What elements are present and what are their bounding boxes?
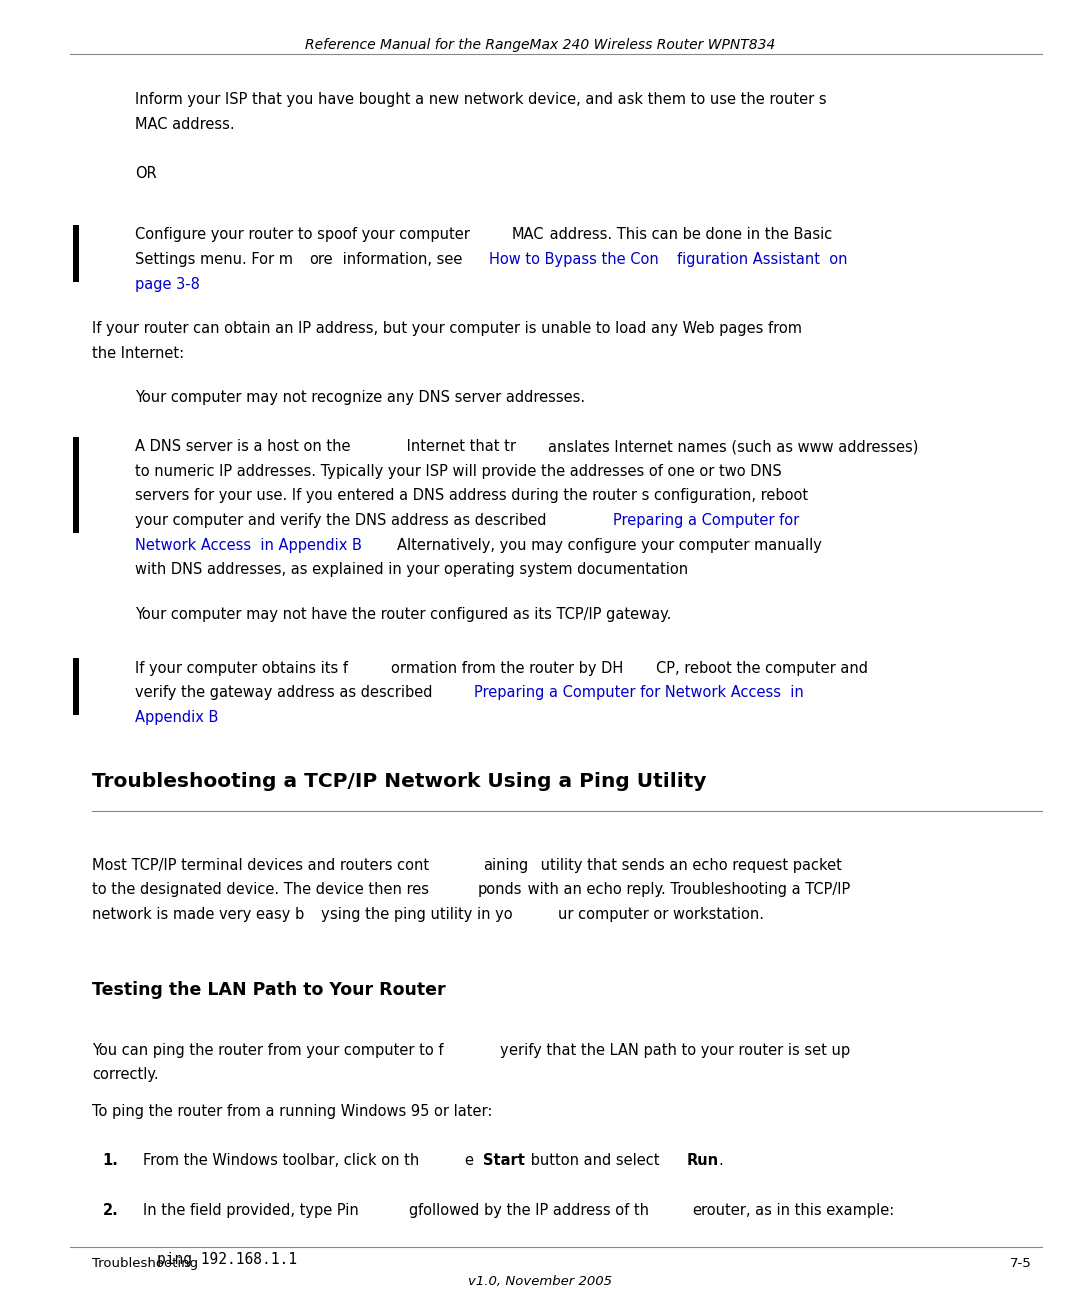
Text: anslates Internet names (such as www addresses): anslates Internet names (such as www add… [548, 439, 918, 454]
Bar [73, 226, 79, 281]
Text: Troubleshooting: Troubleshooting [92, 1257, 198, 1270]
Text: To ping the router from a running Windows 95 or later:: To ping the router from a running Window… [92, 1104, 492, 1118]
Text: Appendix B: Appendix B [135, 710, 218, 724]
Text: router, as in this example:: router, as in this example: [701, 1203, 894, 1217]
Text: Settings menu. For m: Settings menu. For m [135, 251, 293, 267]
Text: Internet that tr: Internet that tr [402, 439, 516, 454]
Text: with an echo reply. Troubleshooting a TCP/IP: with an echo reply. Troubleshooting a TC… [523, 883, 850, 897]
Text: followed by the IP address of th: followed by the IP address of th [418, 1203, 649, 1217]
Text: ormation from the router by DH: ormation from the router by DH [391, 661, 623, 675]
Text: sing the ping utility in yo: sing the ping utility in yo [330, 907, 513, 921]
Text: to numeric IP addresses. Typically your ISP will provide the addresses of one or: to numeric IP addresses. Typically your … [135, 464, 782, 478]
Text: verify the gateway address as described: verify the gateway address as described [135, 686, 432, 700]
Text: figuration Assistant  on: figuration Assistant on [677, 251, 848, 267]
Text: Most TCP/IP terminal devices and routers cont: Most TCP/IP terminal devices and routers… [92, 858, 429, 872]
Text: aining: aining [483, 858, 528, 872]
Text: ponds: ponds [477, 883, 522, 897]
Text: y: y [321, 907, 329, 921]
Text: Inform your ISP that you have bought a new network device, and ask them to use t: Inform your ISP that you have bought a n… [135, 92, 826, 108]
Text: 2.: 2. [103, 1203, 119, 1217]
Bar [73, 658, 79, 715]
Text: OR: OR [135, 166, 157, 181]
Text: ur computer or workstation.: ur computer or workstation. [558, 907, 765, 921]
Text: A DNS server is a host on the: A DNS server is a host on the [135, 439, 351, 454]
Text: network is made very easy b: network is made very easy b [92, 907, 305, 921]
Text: Alternatively, you may configure your computer manually: Alternatively, you may configure your co… [397, 538, 822, 552]
Text: MAC: MAC [512, 228, 544, 242]
Text: Your computer may not recognize any DNS server addresses.: Your computer may not recognize any DNS … [135, 390, 585, 404]
Text: .: . [718, 1153, 723, 1168]
Text: e: e [692, 1203, 701, 1217]
Text: information, see: information, see [338, 251, 462, 267]
Text: page 3-8: page 3-8 [135, 277, 200, 292]
Text: g: g [408, 1203, 418, 1217]
Text: button and select: button and select [526, 1153, 664, 1168]
Text: your computer and verify the DNS address as described: your computer and verify the DNS address… [135, 513, 546, 527]
Text: ore: ore [309, 251, 333, 267]
Text: If your router can obtain an IP address, but your computer is unable to load any: If your router can obtain an IP address,… [92, 321, 801, 336]
Text: with DNS addresses, as explained in your operating system documentation: with DNS addresses, as explained in your… [135, 562, 688, 577]
Text: the Internet:: the Internet: [92, 346, 184, 360]
Text: e: e [465, 1153, 480, 1168]
Text: servers for your use. If you entered a DNS address during the router s configura: servers for your use. If you entered a D… [135, 489, 808, 503]
Text: If your computer obtains its f: If your computer obtains its f [135, 661, 348, 675]
Text: MAC address.: MAC address. [135, 117, 234, 132]
Text: to the designated device. The device then res: to the designated device. The device the… [92, 883, 429, 897]
Text: ping 192.168.1.1: ping 192.168.1.1 [157, 1252, 297, 1266]
Text: Troubleshooting a TCP/IP Network Using a Ping Utility: Troubleshooting a TCP/IP Network Using a… [92, 771, 706, 791]
Text: erify that the LAN path to your router is set up: erify that the LAN path to your router i… [509, 1042, 850, 1058]
Text: address. This can be done in the Basic: address. This can be done in the Basic [545, 228, 833, 242]
Text: 7-5: 7-5 [1010, 1257, 1031, 1270]
Text: Network Access  in Appendix B: Network Access in Appendix B [135, 538, 362, 552]
Text: y: y [500, 1042, 509, 1058]
Text: You can ping the router from your computer to f: You can ping the router from your comput… [92, 1042, 443, 1058]
Text: v1.0, November 2005: v1.0, November 2005 [468, 1275, 612, 1288]
Text: correctly.: correctly. [92, 1067, 159, 1082]
Text: In the field provided, type Pin: In the field provided, type Pin [143, 1203, 359, 1217]
Bar [73, 437, 79, 533]
Text: Run: Run [687, 1153, 719, 1168]
Text: Preparing a Computer for: Preparing a Computer for [613, 513, 799, 527]
Text: utility that sends an echo request packet: utility that sends an echo request packe… [536, 858, 841, 872]
Text: Preparing a Computer for Network Access  in: Preparing a Computer for Network Access … [474, 686, 804, 700]
Text: From the Windows toolbar, click on th: From the Windows toolbar, click on th [143, 1153, 419, 1168]
Text: How to Bypass the Con: How to Bypass the Con [489, 251, 659, 267]
Text: Testing the LAN Path to Your Router: Testing the LAN Path to Your Router [92, 981, 445, 999]
Text: Reference Manual for the RangeMax 240 Wireless Router WPNT834: Reference Manual for the RangeMax 240 Wi… [305, 38, 775, 52]
Text: CP, reboot the computer and: CP, reboot the computer and [656, 661, 867, 675]
Text: Your computer may not have the router configured as its TCP/IP gateway.: Your computer may not have the router co… [135, 607, 672, 622]
Text: Configure your router to spoof your computer: Configure your router to spoof your comp… [135, 228, 470, 242]
Text: 1.: 1. [103, 1153, 119, 1168]
Text: Start: Start [483, 1153, 525, 1168]
